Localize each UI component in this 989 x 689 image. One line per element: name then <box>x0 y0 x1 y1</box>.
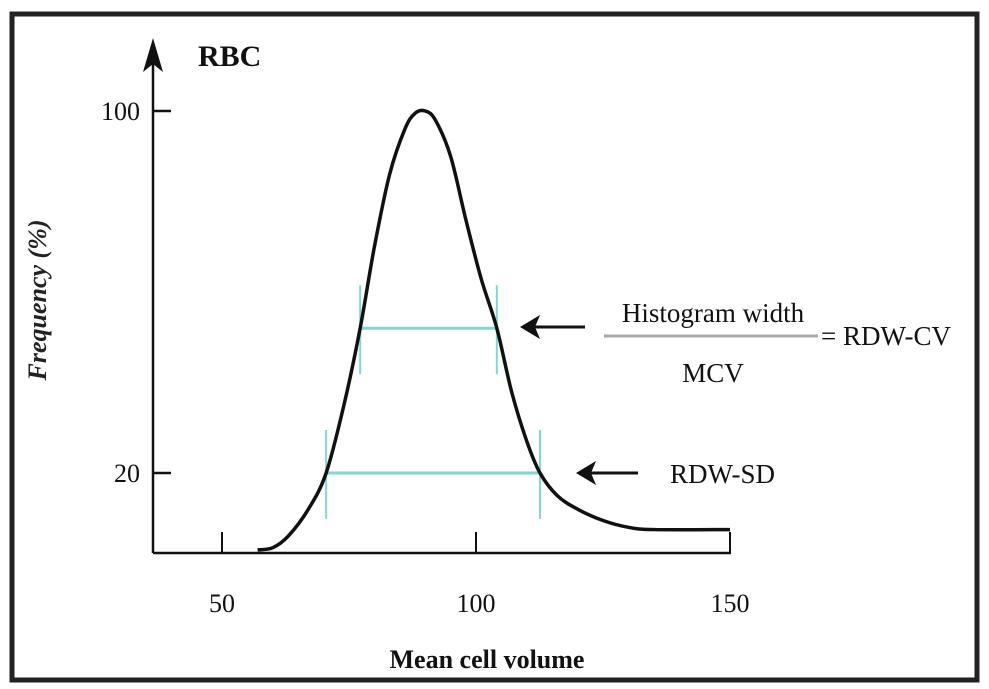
rdw-cv-label: = RDW-CV <box>821 321 951 351</box>
annotations: Histogram width MCV = RDW-CV RDW-SD <box>520 298 951 489</box>
rdw-cv-arrow-icon <box>520 315 540 339</box>
chart-title: RBC <box>198 40 261 73</box>
y-axis-label: Frequency (%) <box>23 219 52 381</box>
y-axis-arrow-icon <box>143 38 163 72</box>
rdw-sd-label: RDW-SD <box>670 459 775 489</box>
x-tick-label: 50 <box>209 589 235 618</box>
denominator-text: MCV <box>682 358 744 388</box>
numerator-text: Histogram width <box>622 298 805 328</box>
chart-frame <box>9 11 980 683</box>
frequency-curve <box>257 108 731 552</box>
axes <box>143 38 731 555</box>
x-tick-label: 100 <box>457 589 496 618</box>
x-tick-label: 150 <box>711 589 750 618</box>
x-axis-label: Mean cell volume <box>390 645 585 674</box>
rdw-sd-arrow-icon <box>576 461 596 485</box>
y-tick-label: 20 <box>114 459 140 488</box>
y-tick-label: 100 <box>101 97 140 126</box>
